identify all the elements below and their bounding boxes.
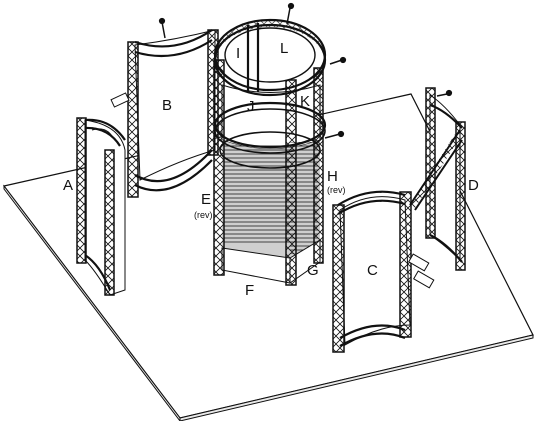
panel-d bbox=[409, 87, 466, 271]
label-h: H bbox=[327, 168, 338, 185]
panel-b bbox=[110, 17, 219, 198]
label-d: D bbox=[468, 177, 479, 194]
label-f: F bbox=[245, 282, 254, 299]
label-c: C bbox=[367, 262, 378, 279]
label-b: B bbox=[162, 97, 172, 114]
central-tower bbox=[213, 2, 347, 286]
label-h-note: (rev) bbox=[327, 185, 346, 195]
label-e: E bbox=[201, 191, 211, 208]
label-l: L bbox=[280, 40, 288, 57]
label-e-note: (rev) bbox=[194, 210, 213, 220]
label-a: A bbox=[63, 177, 73, 194]
panel-c bbox=[332, 190, 435, 353]
label-i: I bbox=[236, 45, 240, 62]
component-labels: A B C D E (rev) F G H (rev) I J K L bbox=[63, 40, 479, 299]
label-j: J bbox=[247, 98, 255, 115]
panel-a bbox=[76, 117, 126, 296]
label-g: G bbox=[307, 262, 319, 279]
label-k: K bbox=[300, 93, 310, 110]
